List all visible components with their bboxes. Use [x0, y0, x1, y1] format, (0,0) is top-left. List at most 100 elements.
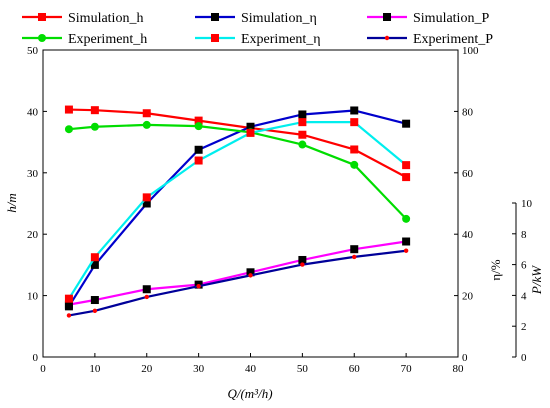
data-point — [194, 145, 203, 154]
data-point — [298, 140, 307, 149]
legend-marker — [211, 34, 219, 42]
legend-item: Experiment_h — [22, 32, 147, 47]
legend-label: Experiment_h — [68, 32, 147, 47]
x-axis-title: Q/(m³/h) — [227, 386, 272, 401]
data-point — [350, 160, 359, 169]
data-point — [90, 253, 99, 262]
legend-item: Simulation_η — [195, 11, 317, 26]
eta-tick-label: 40 — [462, 229, 474, 241]
legend-item: Experiment_P — [367, 32, 493, 47]
power-tick-label: 0 — [521, 352, 527, 364]
data-point — [350, 145, 359, 154]
data-point — [402, 214, 411, 223]
x-tick-label: 20 — [141, 363, 153, 375]
data-point — [144, 294, 149, 300]
eta-tick-label: 0 — [462, 352, 468, 364]
power-tick-label: 10 — [521, 198, 533, 210]
data-point — [142, 120, 151, 129]
data-point — [402, 161, 411, 170]
data-point — [64, 125, 73, 134]
power-tick-label: 6 — [521, 260, 527, 272]
x-tick-label: 10 — [89, 363, 101, 375]
series-group — [64, 106, 411, 311]
data-point — [298, 130, 307, 139]
data-point — [248, 273, 253, 278]
x-tick-label: 40 — [245, 363, 257, 375]
legend-marker — [383, 13, 391, 21]
data-point — [142, 109, 151, 118]
data-point — [92, 308, 98, 313]
series-group — [64, 120, 411, 223]
h-tick-label: 10 — [27, 291, 39, 303]
h-axis-title: h/m — [4, 193, 19, 213]
data-point — [298, 255, 307, 264]
legend: Simulation_h Simulation_η Simulation_P Expe… — [22, 11, 493, 47]
data-point — [64, 294, 73, 303]
series-group — [64, 118, 411, 303]
x-tick-label: 60 — [349, 363, 361, 375]
legend-label: Simulation_η — [241, 11, 317, 26]
h-tick-label: 20 — [27, 229, 39, 241]
eta-tick-label: 100 — [462, 45, 479, 57]
series-line — [68, 240, 407, 306]
x-tick-label: 50 — [297, 363, 309, 375]
data-point — [64, 105, 73, 114]
legend-item: Simulation_h — [22, 11, 143, 26]
power-tick-label: 4 — [521, 290, 527, 302]
data-point — [402, 173, 411, 182]
data-point — [196, 283, 201, 289]
data-point — [402, 119, 411, 128]
series-group — [64, 237, 411, 309]
legend-label: Simulation_h — [68, 11, 143, 26]
h-tick-label: 50 — [27, 45, 39, 57]
eta-tick-label: 60 — [462, 168, 474, 180]
power-tick-label: 8 — [521, 229, 527, 241]
data-point — [350, 106, 359, 115]
legend-marker — [211, 13, 219, 21]
legend-label: Experiment_P — [413, 32, 493, 47]
data-point — [142, 193, 151, 202]
eta-tick-label: 20 — [462, 291, 474, 303]
h-tick-label: 0 — [33, 352, 39, 364]
data-point — [350, 245, 359, 254]
data-point — [194, 116, 203, 125]
data-point — [246, 122, 255, 131]
data-point — [298, 110, 307, 119]
data-point — [90, 122, 99, 131]
data-point — [246, 268, 255, 277]
data-point — [194, 122, 203, 131]
data-point — [90, 106, 99, 115]
data-point — [90, 260, 99, 269]
eta-tick-label: 80 — [462, 106, 474, 118]
data-point — [66, 313, 72, 318]
data-point — [350, 118, 359, 127]
data-point — [194, 156, 203, 165]
legend-marker — [384, 35, 390, 41]
series-line — [68, 123, 407, 220]
legend-marker — [38, 34, 46, 42]
series-line — [68, 121, 407, 300]
axes-layer: 0 10 20 30 40 50 60 70 8001020304050020406080100… — [27, 45, 533, 375]
series-line — [68, 249, 407, 317]
x-tick-label: 30 — [193, 363, 205, 375]
x-tick-label: 70 — [401, 363, 413, 375]
eta-axis-title: η/% — [488, 259, 503, 280]
series-group — [66, 248, 409, 318]
data-point — [403, 248, 409, 253]
legend-item: Experiment_η — [195, 32, 321, 47]
data-point — [142, 199, 151, 208]
data-point — [90, 296, 99, 305]
data-point — [298, 118, 307, 127]
data-point — [64, 300, 73, 309]
legend-label: Experiment_η — [241, 32, 321, 47]
data-point — [246, 128, 255, 137]
data-point — [300, 262, 305, 267]
h-tick-label: 30 — [27, 168, 39, 180]
series-layer — [64, 105, 411, 318]
plot-frame — [42, 49, 459, 358]
h-tick-label: 40 — [27, 106, 39, 118]
legend-marker — [38, 13, 46, 21]
legend-label: Simulation_P — [413, 11, 489, 26]
legend-item: Simulation_P — [367, 11, 489, 26]
